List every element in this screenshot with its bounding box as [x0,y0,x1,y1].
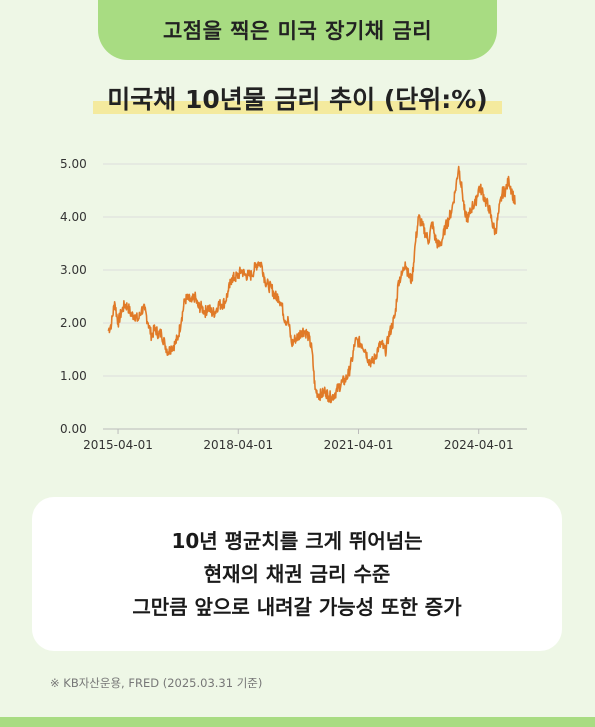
series-line [107,165,516,404]
x-tick-label: 2024-04-01 [444,438,514,452]
y-tick-label: 2.00 [60,316,87,330]
y-tick-label: 4.00 [60,210,87,224]
note-card: 10년 평균치를 크게 뛰어넘는 현재의 채권 금리 수준 그만큼 앞으로 내려… [32,497,562,651]
y-tick-label: 1.00 [60,369,87,383]
x-tick-label: 2021-04-01 [324,438,394,452]
x-tick-label: 2015-04-01 [83,438,153,452]
x-tick-label: 2018-04-01 [203,438,273,452]
y-tick-label: 0.00 [60,422,87,436]
source-note: ※ KB자산운용, FRED (2025.03.31 기준) [50,676,263,690]
note-line: 그만큼 앞으로 내려갈 가능성 또한 증가 [132,594,462,619]
header-title-pill: 고점을 찍은 미국 장기채 금리 [98,0,497,60]
note-line: 현재의 채권 금리 수준 [203,561,391,586]
y-tick-label: 5.00 [60,157,87,171]
note-line: 10년 평균치를 크게 뛰어넘는 [171,528,423,553]
header-title: 고점을 찍은 미국 장기채 금리 [162,19,433,43]
chart-title: 미국채 10년물 금리 추이 (단위:%) [93,80,502,116]
chart-title-wrap: 미국채 10년물 금리 추이 (단위:%) [0,80,595,116]
line-chart: 0.00 1.00 2.00 3.00 4.00 5.00 2015-04-01 2018-0… [60,157,527,452]
bottom-bar [0,717,595,727]
y-tick-label: 3.00 [60,263,87,277]
